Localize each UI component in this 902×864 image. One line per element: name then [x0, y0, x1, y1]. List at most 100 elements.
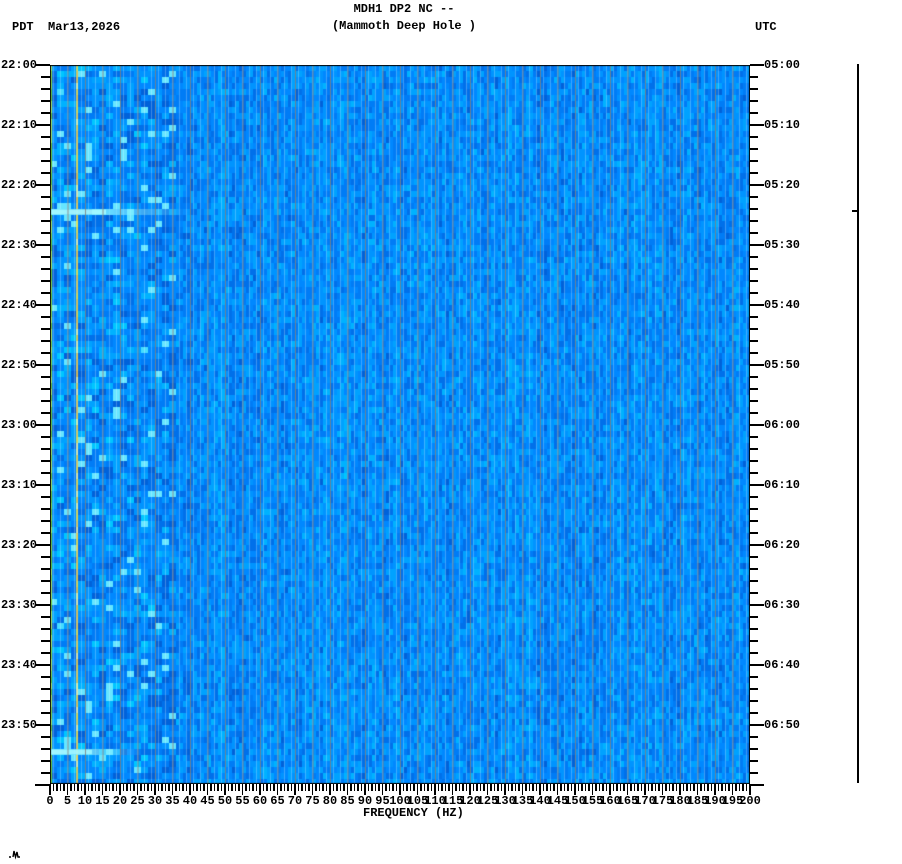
- time-tick-minor: [41, 460, 50, 462]
- time-label-pdt: 23:20: [0, 538, 37, 552]
- time-tick-minor: [41, 448, 50, 450]
- time-tick-major: [35, 424, 50, 426]
- spectrogram-canvas: [50, 65, 750, 784]
- freq-tick-major: [381, 784, 384, 795]
- freq-tick-minor: [703, 784, 706, 791]
- freq-tick-major: [329, 784, 331, 795]
- time-tick-minor: [750, 532, 758, 534]
- freq-tick-minor: [87, 784, 90, 791]
- freq-tick-minor: [315, 784, 317, 791]
- freq-tick-major: [241, 784, 244, 795]
- freq-tick-minor: [675, 784, 678, 791]
- freq-label: 100: [389, 794, 411, 808]
- freq-tick-minor: [357, 784, 359, 791]
- freq-tick-minor: [273, 784, 275, 791]
- freq-tick-minor: [633, 784, 636, 791]
- freq-tick-minor: [266, 784, 268, 791]
- freq-label: 110: [424, 794, 446, 808]
- time-tick-major: [750, 724, 764, 726]
- freq-tick-minor: [168, 784, 170, 791]
- freq-tick-minor: [378, 784, 380, 791]
- freq-tick-major: [206, 784, 209, 795]
- freq-tick-minor: [80, 784, 83, 791]
- freq-tick-minor: [157, 784, 160, 791]
- time-tick-minor: [750, 460, 758, 462]
- time-tick-minor: [41, 220, 50, 222]
- freq-tick-minor: [549, 784, 552, 791]
- freq-tick-minor: [581, 784, 583, 791]
- freq-tick-minor: [640, 784, 643, 791]
- time-tick-minor: [41, 640, 50, 642]
- freq-tick-major: [154, 784, 156, 795]
- freq-tick-minor: [602, 784, 604, 791]
- time-tick-minor: [41, 340, 50, 342]
- time-tick-minor: [750, 112, 758, 114]
- freq-tick-major: [556, 784, 559, 795]
- freq-tick-minor: [458, 784, 461, 791]
- freq-tick-minor: [511, 784, 513, 791]
- freq-tick-minor: [56, 784, 58, 791]
- time-tick-minor: [750, 568, 758, 570]
- time-label-pdt: 23:40: [0, 658, 37, 672]
- freq-tick-minor: [133, 784, 135, 791]
- freq-tick-minor: [567, 784, 569, 791]
- timezone-date-left-label: PDT Mar13,2026: [12, 20, 121, 34]
- time-tick-major: [750, 484, 764, 486]
- freq-label: 20: [112, 794, 128, 808]
- freq-label: 120: [459, 794, 481, 808]
- time-tick-minor: [750, 772, 758, 774]
- time-tick-major: [35, 484, 50, 486]
- freq-tick-minor: [598, 784, 601, 791]
- time-tick-minor: [41, 316, 50, 318]
- freq-tick-minor: [164, 784, 167, 791]
- freq-tick-major: [714, 784, 716, 795]
- freq-tick-minor: [217, 784, 219, 791]
- freq-tick-minor: [668, 784, 671, 791]
- freq-tick-minor: [255, 784, 258, 791]
- freq-tick-major: [346, 784, 349, 795]
- freq-tick-minor: [360, 784, 363, 791]
- freq-tick-minor: [395, 784, 398, 791]
- time-tick-minor: [41, 76, 50, 78]
- freq-tick-minor: [108, 784, 111, 791]
- freq-tick-minor: [297, 784, 300, 791]
- freq-tick-minor: [245, 784, 247, 791]
- time-tick-minor: [41, 628, 50, 630]
- freq-tick-minor: [147, 784, 149, 791]
- freq-label: 145: [546, 794, 569, 808]
- freq-tick-minor: [203, 784, 205, 791]
- freq-tick-minor: [269, 784, 272, 791]
- freq-tick-minor: [514, 784, 517, 791]
- freq-tick-minor: [301, 784, 303, 791]
- freq-tick-minor: [427, 784, 429, 791]
- freq-label: 140: [529, 794, 551, 808]
- freq-tick-major: [539, 784, 541, 795]
- freq-tick-minor: [700, 784, 702, 791]
- time-label-utc: 05:40: [764, 298, 801, 312]
- freq-tick-minor: [332, 784, 335, 791]
- freq-tick-minor: [63, 784, 65, 791]
- freq-tick-minor: [112, 784, 114, 791]
- freq-tick-minor: [220, 784, 223, 791]
- timezone-right-label: UTC: [755, 20, 777, 34]
- freq-tick-minor: [339, 784, 342, 791]
- time-tick-minor: [750, 232, 758, 234]
- freq-tick-major: [679, 784, 681, 795]
- time-tick-minor: [750, 352, 758, 354]
- freq-tick-minor: [542, 784, 545, 791]
- time-tick-major: [35, 784, 50, 786]
- time-tick-minor: [750, 88, 758, 90]
- freq-tick-minor: [465, 784, 468, 791]
- freq-tick-minor: [252, 784, 254, 791]
- freq-tick-minor: [94, 784, 97, 791]
- time-tick-minor: [41, 496, 50, 498]
- freq-tick-minor: [619, 784, 622, 791]
- time-tick-major: [35, 124, 50, 126]
- freq-tick-minor: [238, 784, 240, 791]
- time-tick-major: [35, 304, 50, 306]
- freq-tick-minor: [735, 784, 737, 791]
- time-tick-minor: [41, 280, 50, 282]
- time-tick-minor: [750, 616, 758, 618]
- freq-label: 105: [406, 794, 429, 808]
